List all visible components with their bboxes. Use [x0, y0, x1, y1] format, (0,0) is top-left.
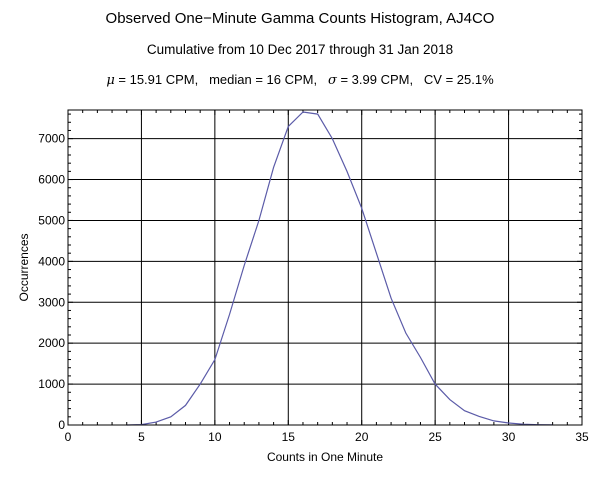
x-tick-label: 10 [208, 430, 222, 444]
y-tick-label: 7000 [38, 132, 65, 146]
median-value: median = 16 CPM, [209, 72, 318, 87]
x-axis-label: Counts in One Minute [267, 450, 383, 464]
series-layer [126, 111, 553, 426]
x-tick-label: 20 [355, 430, 369, 444]
sigma-value: = 3.99 CPM, [336, 72, 414, 87]
chart-subtitle: Cumulative from 10 Dec 2017 through 31 J… [146, 42, 454, 57]
chart-title: Observed One−Minute Gamma Counts Histogr… [105, 10, 495, 27]
x-tick-label: 15 [282, 430, 296, 444]
y-tick-label: 6000 [38, 173, 65, 187]
cv-value: CV = 25.1% [423, 72, 494, 87]
y-tick-labels: 0 1000 2000 3000 4000 5000 6000 7000 [38, 132, 65, 432]
y-tick-label: 3000 [38, 295, 65, 309]
x-tick-label: 35 [575, 430, 589, 444]
x-tick-labels: 0 5 10 15 20 25 30 35 [65, 430, 589, 444]
chart-stats: μ = 15.91 CPM, median = 16 CPM, σ = 3.99… [0, 72, 600, 88]
y-tick-label: 0 [58, 418, 65, 432]
mu-symbol: μ [106, 73, 115, 88]
x-tick-label: 5 [138, 430, 145, 444]
y-tick-label: 1000 [38, 377, 65, 391]
y-axis-label: Occurrences [17, 233, 31, 301]
x-tick-label: 0 [65, 430, 72, 444]
series-line [126, 111, 553, 426]
y-tick-label: 4000 [38, 254, 65, 268]
plot-frame [67, 109, 583, 426]
sigma-symbol: σ [327, 73, 337, 88]
x-tick-label: 25 [428, 430, 442, 444]
mu-value: = 15.91 CPM, [114, 72, 199, 87]
y-tick-label: 5000 [38, 213, 65, 227]
y-tick-label: 2000 [38, 336, 65, 350]
grid [68, 110, 582, 425]
x-tick-label: 30 [502, 430, 516, 444]
minor-ticks [67, 110, 583, 426]
